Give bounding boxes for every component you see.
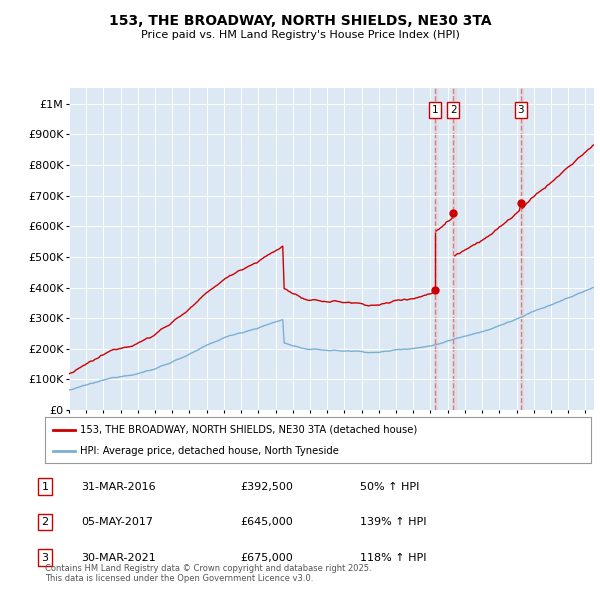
Bar [435, 88, 437, 410]
Text: £675,000: £675,000 [240, 553, 293, 562]
Text: 50% ↑ HPI: 50% ↑ HPI [360, 482, 419, 491]
Text: 05-MAY-2017: 05-MAY-2017 [81, 517, 153, 527]
Bar [454, 88, 456, 410]
Text: Contains HM Land Registry data © Crown copyright and database right 2025.
This d: Contains HM Land Registry data © Crown c… [45, 563, 371, 583]
Text: 3: 3 [41, 553, 49, 562]
Text: 1: 1 [41, 482, 49, 491]
Text: 118% ↑ HPI: 118% ↑ HPI [360, 553, 427, 562]
Text: £392,500: £392,500 [240, 482, 293, 491]
Text: 153, THE BROADWAY, NORTH SHIELDS, NE30 3TA: 153, THE BROADWAY, NORTH SHIELDS, NE30 3… [109, 14, 491, 28]
Text: 139% ↑ HPI: 139% ↑ HPI [360, 517, 427, 527]
Text: Price paid vs. HM Land Registry's House Price Index (HPI): Price paid vs. HM Land Registry's House … [140, 31, 460, 40]
Text: HPI: Average price, detached house, North Tyneside: HPI: Average price, detached house, Nort… [80, 445, 340, 455]
Text: 31-MAR-2016: 31-MAR-2016 [81, 482, 155, 491]
Text: 2: 2 [41, 517, 49, 527]
Text: 30-MAR-2021: 30-MAR-2021 [81, 553, 156, 562]
Text: 3: 3 [518, 105, 524, 115]
Text: 1: 1 [431, 105, 438, 115]
Text: 2: 2 [450, 105, 457, 115]
Text: 153, THE BROADWAY, NORTH SHIELDS, NE30 3TA (detached house): 153, THE BROADWAY, NORTH SHIELDS, NE30 3… [80, 425, 418, 435]
Bar [521, 88, 523, 410]
Text: £645,000: £645,000 [240, 517, 293, 527]
